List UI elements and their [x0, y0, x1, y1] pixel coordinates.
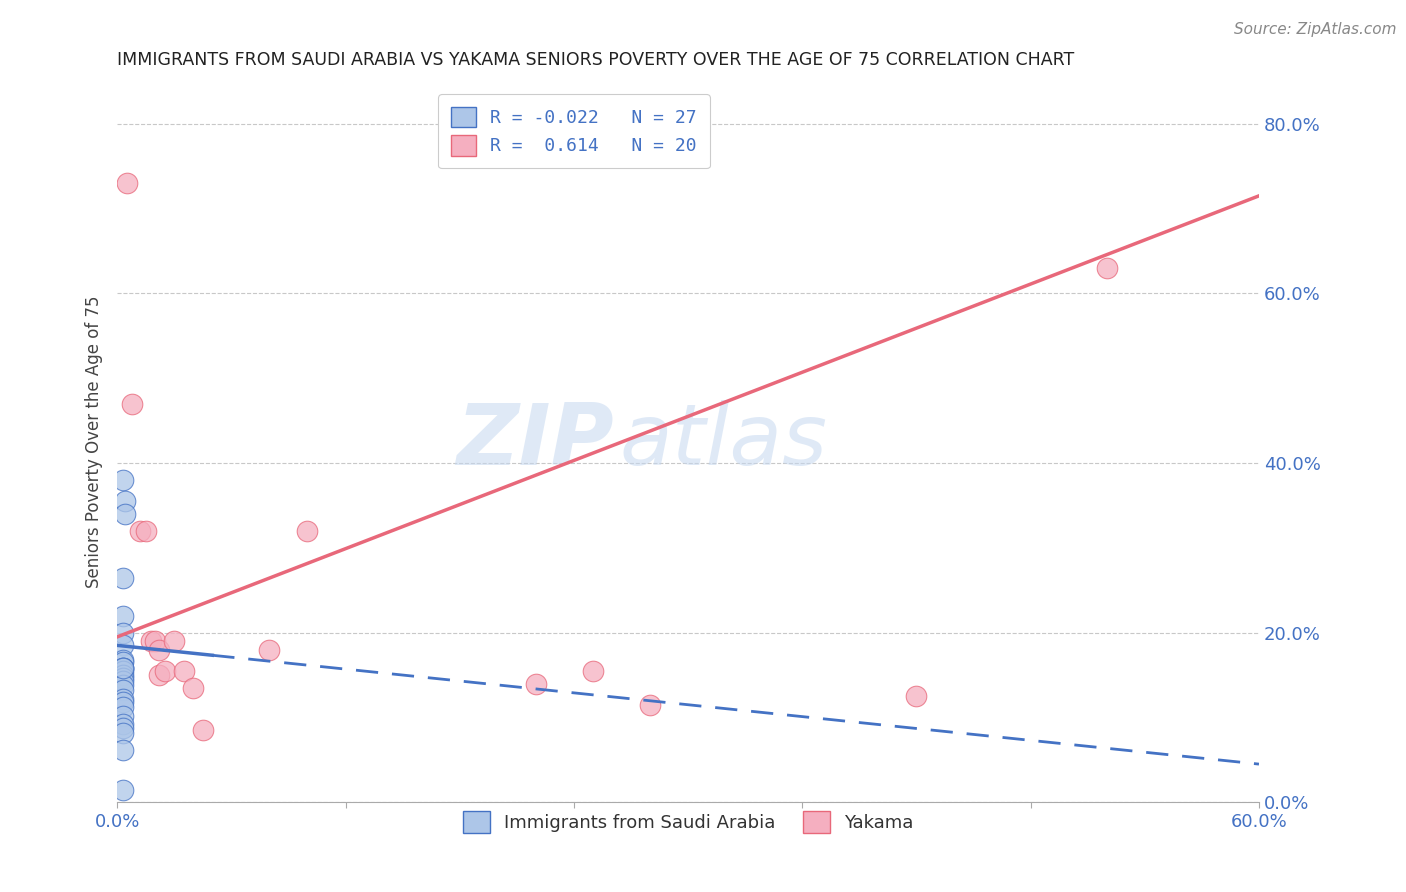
Point — [111, 661, 134, 675]
Point — [148, 642, 170, 657]
Point — [111, 653, 134, 667]
Legend: Immigrants from Saudi Arabia, Yakama: Immigrants from Saudi Arabia, Yakama — [451, 800, 924, 844]
Text: Source: ZipAtlas.com: Source: ZipAtlas.com — [1233, 22, 1396, 37]
Point — [905, 690, 928, 704]
Point — [111, 661, 134, 675]
Point — [181, 681, 204, 695]
Point — [297, 524, 319, 538]
Point — [129, 524, 152, 538]
Point — [111, 625, 134, 640]
Point — [111, 721, 134, 735]
Point — [111, 664, 134, 678]
Point — [111, 742, 134, 756]
Point — [111, 717, 134, 731]
Point — [111, 725, 134, 739]
Point — [121, 397, 143, 411]
Text: IMMIGRANTS FROM SAUDI ARABIA VS YAKAMA SENIORS POVERTY OVER THE AGE OF 75 CORREL: IMMIGRANTS FROM SAUDI ARABIA VS YAKAMA S… — [117, 51, 1074, 69]
Point — [111, 661, 134, 675]
Point — [135, 524, 157, 538]
Point — [191, 723, 214, 738]
Text: ZIP: ZIP — [456, 401, 614, 483]
Y-axis label: Seniors Poverty Over the Age of 75: Seniors Poverty Over the Age of 75 — [86, 295, 103, 588]
Point — [148, 668, 170, 682]
Point — [111, 570, 134, 584]
Point — [259, 642, 281, 657]
Point — [163, 634, 186, 648]
Point — [111, 678, 134, 692]
Point — [114, 494, 136, 508]
Point — [111, 473, 134, 487]
Point — [111, 708, 134, 723]
Point — [111, 695, 134, 709]
Point — [111, 683, 134, 698]
Point — [1095, 260, 1118, 275]
Point — [524, 676, 547, 690]
Point — [111, 656, 134, 670]
Point — [111, 639, 134, 653]
Point — [111, 608, 134, 623]
Point — [638, 698, 661, 712]
Point — [114, 507, 136, 521]
Point — [582, 664, 605, 678]
Point — [111, 668, 134, 682]
Point — [143, 634, 166, 648]
Point — [173, 664, 195, 678]
Point — [153, 664, 176, 678]
Point — [141, 634, 163, 648]
Text: atlas: atlas — [620, 401, 828, 483]
Point — [111, 673, 134, 688]
Point — [115, 176, 138, 190]
Point — [111, 700, 134, 714]
Point — [111, 671, 134, 685]
Point — [111, 782, 134, 797]
Point — [111, 691, 134, 706]
